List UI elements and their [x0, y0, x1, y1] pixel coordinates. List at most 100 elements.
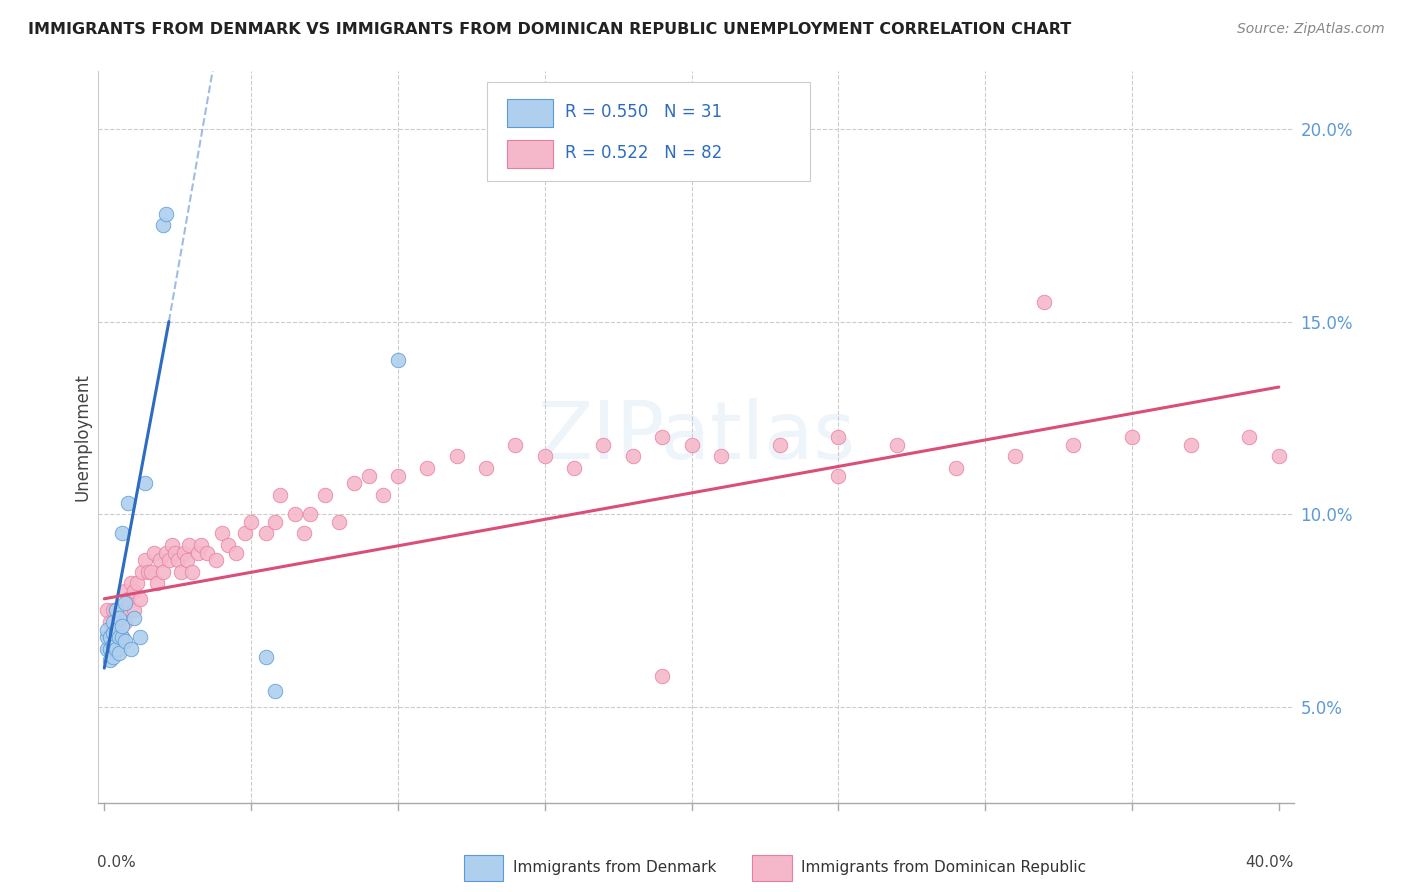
Point [1121, 430, 1143, 444]
Point [117, 495, 139, 509]
Point [263, 515, 285, 529]
Point [827, 430, 849, 444]
Point [98, 653, 121, 667]
Point [163, 545, 186, 559]
Point [217, 538, 239, 552]
Point [181, 565, 204, 579]
FancyBboxPatch shape [508, 99, 553, 127]
Point [298, 507, 321, 521]
Point [134, 476, 156, 491]
Point [134, 553, 156, 567]
Point [562, 461, 585, 475]
Point [827, 468, 849, 483]
Point [114, 584, 136, 599]
Text: R = 0.550   N = 31: R = 0.550 N = 31 [565, 103, 721, 121]
Point [446, 450, 468, 464]
Point [1032, 295, 1054, 310]
FancyBboxPatch shape [486, 82, 810, 181]
Point [621, 450, 644, 464]
Point [108, 611, 131, 625]
Point [96, 623, 118, 637]
Point [105, 630, 128, 644]
Point [505, 438, 527, 452]
Point [122, 584, 145, 599]
Point [176, 553, 198, 567]
Point [475, 461, 498, 475]
Point [1062, 438, 1084, 452]
Point [105, 603, 128, 617]
Point [122, 603, 145, 617]
Point [105, 641, 128, 656]
Point [96, 603, 118, 617]
Point [98, 630, 121, 644]
Point [205, 553, 228, 567]
Point [681, 438, 703, 452]
Point [269, 488, 291, 502]
Point [233, 526, 256, 541]
Point [357, 468, 380, 483]
Point [114, 596, 136, 610]
Point [263, 684, 285, 698]
Point [1268, 450, 1291, 464]
Point [710, 450, 733, 464]
Point [190, 538, 212, 552]
Point [254, 649, 277, 664]
Point [111, 618, 134, 632]
Text: Immigrants from Denmark: Immigrants from Denmark [513, 861, 717, 875]
Text: Immigrants from Dominican Republic: Immigrants from Dominican Republic [801, 861, 1087, 875]
Y-axis label: Unemployment: Unemployment [73, 373, 91, 501]
Point [152, 565, 174, 579]
Point [98, 630, 121, 644]
Point [240, 515, 263, 529]
Point [131, 565, 153, 579]
Point [98, 615, 121, 629]
Point [155, 545, 177, 559]
Point [651, 669, 673, 683]
Point [96, 630, 118, 644]
Point [111, 526, 134, 541]
Point [533, 450, 555, 464]
Point [101, 638, 124, 652]
Point [128, 630, 150, 644]
Point [373, 488, 395, 502]
Point [195, 545, 218, 559]
Point [101, 649, 124, 664]
Point [114, 634, 136, 648]
Point [328, 515, 350, 529]
Point [108, 646, 131, 660]
Point [143, 545, 166, 559]
Point [769, 438, 792, 452]
Point [149, 553, 172, 567]
Point [138, 565, 160, 579]
Point [98, 641, 121, 656]
Point [120, 576, 142, 591]
Point [387, 468, 409, 483]
Point [1239, 430, 1261, 444]
Point [108, 630, 131, 644]
Point [114, 615, 136, 629]
Point [284, 507, 307, 521]
Point [101, 603, 124, 617]
Point [111, 603, 134, 617]
Point [592, 438, 614, 452]
Point [292, 526, 315, 541]
Point [945, 461, 967, 475]
Point [108, 641, 131, 656]
Point [157, 553, 180, 567]
Point [111, 630, 134, 644]
Point [117, 591, 139, 606]
Point [173, 545, 195, 559]
Point [387, 353, 409, 368]
Point [146, 576, 169, 591]
Text: Source: ZipAtlas.com: Source: ZipAtlas.com [1237, 22, 1385, 37]
Text: 0.0%: 0.0% [97, 855, 136, 871]
Point [211, 526, 233, 541]
Point [179, 538, 201, 552]
FancyBboxPatch shape [508, 140, 553, 168]
Point [225, 545, 247, 559]
Point [416, 461, 439, 475]
Point [125, 576, 148, 591]
Text: ZIPatlas: ZIPatlas [537, 398, 855, 476]
Point [101, 615, 124, 629]
Point [101, 623, 124, 637]
